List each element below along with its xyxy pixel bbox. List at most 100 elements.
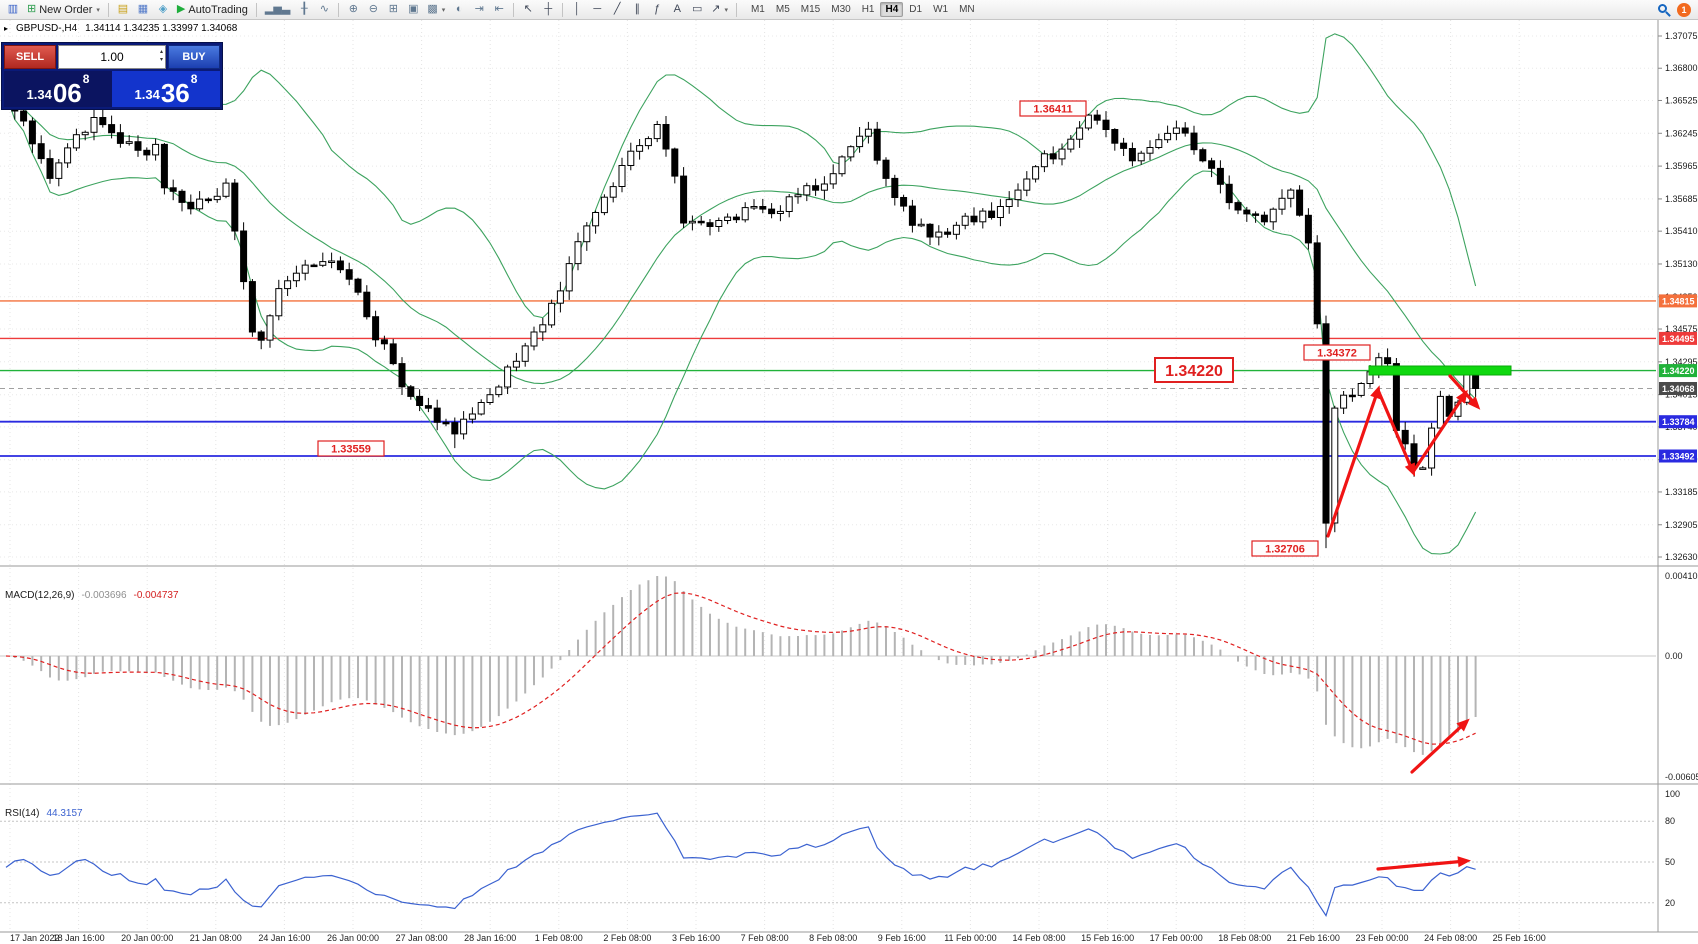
one-click-trading-panel: SELL 1.00 ▴ ▾ BUY 1.34 06 8 1.34 36 8 bbox=[1, 42, 223, 110]
price-axis-badge bbox=[1659, 364, 1697, 378]
timeframe-mn[interactable]: MN bbox=[959, 4, 975, 15]
volume-increase-icon[interactable]: ▴ bbox=[159, 49, 163, 55]
sell-price-pips: 06 bbox=[52, 77, 82, 108]
price-tick: 1.36800 bbox=[1665, 63, 1698, 73]
price-callout[interactable] bbox=[1303, 344, 1371, 361]
channel-icon[interactable]: ∥ bbox=[628, 1, 646, 18]
timeframe-m15[interactable]: M15 bbox=[800, 4, 821, 15]
timeframe-h1[interactable]: H1 bbox=[861, 4, 875, 15]
time-axis-label: 28 Jan 16:00 bbox=[464, 933, 516, 943]
price-tick: 1.35685 bbox=[1665, 194, 1698, 204]
vertical-line-icon[interactable]: │ bbox=[568, 1, 586, 18]
price-callout[interactable] bbox=[317, 440, 385, 457]
timeframe-m30[interactable]: M30 bbox=[831, 4, 851, 15]
search-icon[interactable] bbox=[1657, 3, 1671, 17]
time-axis-label: 24 Feb 08:00 bbox=[1424, 933, 1477, 943]
analyst-annotations[interactable]: 1.36411 1.34372 1.33559 1.32706 1.34220 bbox=[317, 100, 1481, 871]
impulse-up-arrow-2[interactable] bbox=[1411, 392, 1467, 474]
sell-price-display[interactable]: 1.34 06 8 bbox=[4, 71, 112, 107]
toolbar-separator bbox=[735, 2, 737, 17]
sell-price-point: 8 bbox=[82, 72, 90, 86]
symbol-timeframe-label: GBPUSD-,H4 bbox=[16, 23, 78, 34]
volume-decrease-icon[interactable]: ▾ bbox=[159, 57, 163, 64]
tile-windows-icon[interactable]: ⊞ bbox=[384, 1, 402, 18]
app-window-icon: ▥ bbox=[7, 3, 19, 15]
navigator-icon[interactable]: ◈ bbox=[154, 1, 172, 18]
macd-name: MACD(12,26,9) bbox=[5, 590, 75, 601]
autotrading-button[interactable]: ▶ AutoTrading bbox=[174, 1, 251, 18]
chart-shift-icon[interactable]: ⇤ bbox=[490, 1, 508, 18]
market-watch-icon[interactable]: ▤ bbox=[114, 1, 132, 18]
key-level-label[interactable] bbox=[1154, 357, 1234, 383]
panel-toggle-icon[interactable]: ▸ bbox=[4, 24, 9, 33]
impulse-up-arrow[interactable] bbox=[1326, 388, 1380, 538]
text-icon: A bbox=[673, 3, 681, 15]
new-chart-icon[interactable]: ▩ ▾ bbox=[424, 1, 448, 18]
profiles-icon[interactable]: ◐ bbox=[450, 1, 468, 18]
rsi-axis-tick: 20 bbox=[1665, 898, 1675, 908]
time-axis-label: 17 Feb 00:00 bbox=[1150, 933, 1203, 943]
horizontal-line-icon: ─ bbox=[593, 3, 602, 15]
time-axis-label: 9 Feb 16:00 bbox=[878, 933, 926, 943]
volume-input[interactable]: 1.00 ▴ ▾ bbox=[58, 45, 166, 69]
line-chart-mode-icon[interactable]: ∿ bbox=[315, 1, 333, 18]
key-level-label-text: 1.34220 bbox=[1165, 363, 1223, 380]
time-axis-label: 27 Jan 08:00 bbox=[396, 933, 448, 943]
buy-button[interactable]: BUY bbox=[168, 45, 220, 69]
price-callout[interactable] bbox=[1019, 100, 1087, 117]
notification-badge[interactable]: 1 bbox=[1677, 2, 1691, 17]
vertical-line-icon: │ bbox=[573, 3, 581, 15]
toolbar-separator bbox=[255, 2, 257, 17]
sell-button[interactable]: SELL bbox=[4, 45, 56, 69]
zoom-in-icon[interactable]: ⊕ bbox=[344, 1, 362, 18]
toolbar-separator bbox=[562, 2, 564, 17]
toolbar-separator bbox=[338, 2, 340, 17]
crosshair-icon[interactable]: ┼ bbox=[539, 1, 557, 18]
timeframe-m1[interactable]: M1 bbox=[750, 4, 765, 15]
price-axis[interactable]: 1.37075 1.36800 1.36525 1.36245 1.35965 1.356… bbox=[0, 20, 1698, 933]
cascade-windows-icon[interactable]: ▣ bbox=[404, 1, 422, 18]
rsi-axis-tick: 80 bbox=[1665, 816, 1675, 826]
market-watch-icon: ▤ bbox=[117, 3, 129, 15]
timeframe-w1[interactable]: W1 bbox=[933, 4, 949, 15]
buy-price-display[interactable]: 1.34 36 8 bbox=[112, 71, 220, 107]
auto-scroll-icon[interactable]: ⇥ bbox=[470, 1, 488, 18]
fibonacci-icon[interactable]: ƒ bbox=[648, 1, 666, 18]
price-axis-badge-label: 1.34815 bbox=[1662, 296, 1695, 306]
text-icon[interactable]: A bbox=[668, 1, 686, 18]
time-axis-label: 3 Feb 16:00 bbox=[672, 933, 720, 943]
timeframe-d1[interactable]: D1 bbox=[909, 4, 923, 15]
dropdown-arrow-icon: ▾ bbox=[441, 6, 446, 14]
macd-up-arrow[interactable] bbox=[1410, 720, 1468, 774]
price-callout[interactable] bbox=[1251, 540, 1319, 557]
buy-price-pips: 36 bbox=[160, 77, 190, 108]
candle-chart-mode-icon[interactable]: ╂ bbox=[295, 1, 313, 18]
price-tick: 1.37075 bbox=[1665, 31, 1698, 41]
price-axis-badge-label: 1.33492 bbox=[1662, 452, 1695, 462]
price-tick: 1.34295 bbox=[1665, 357, 1698, 367]
resistance-zone-highlight[interactable] bbox=[1368, 365, 1512, 376]
resistance-zone[interactable] bbox=[1368, 365, 1512, 376]
toolbar-separator bbox=[107, 2, 109, 17]
rsi-up-arrow[interactable] bbox=[1376, 859, 1468, 871]
price-callout-text: 1.34372 bbox=[1317, 348, 1357, 360]
cursor-icon[interactable]: ↖ bbox=[519, 1, 537, 18]
correction-down-arrow[interactable] bbox=[1376, 388, 1415, 474]
new-order-button[interactable]: ⊞ New Order ▾ bbox=[24, 1, 103, 18]
new-chart-icon: ▩ bbox=[427, 3, 438, 15]
macd-signal-value: -0.004737 bbox=[133, 590, 179, 601]
data-window-icon[interactable]: ▦ bbox=[134, 1, 152, 18]
trendline-icon[interactable]: ╱ bbox=[608, 1, 626, 18]
price-tick: 1.32905 bbox=[1665, 520, 1698, 530]
arrows-tool-icon[interactable]: ↗ ▾ bbox=[708, 1, 731, 18]
zoom-out-icon[interactable]: ⊖ bbox=[364, 1, 382, 18]
timeframe-m5[interactable]: M5 bbox=[775, 4, 790, 15]
app-window-icon[interactable]: ▥ bbox=[4, 1, 22, 18]
time-axis-label: 18 Jan 16:00 bbox=[53, 933, 105, 943]
label-icon[interactable]: ▭ bbox=[688, 1, 706, 18]
timeframe-h4[interactable]: H4 bbox=[880, 2, 904, 17]
bar-chart-mode-icon[interactable]: ▂▅▃ bbox=[262, 1, 293, 18]
horizontal-line-icon[interactable]: ─ bbox=[588, 1, 606, 18]
